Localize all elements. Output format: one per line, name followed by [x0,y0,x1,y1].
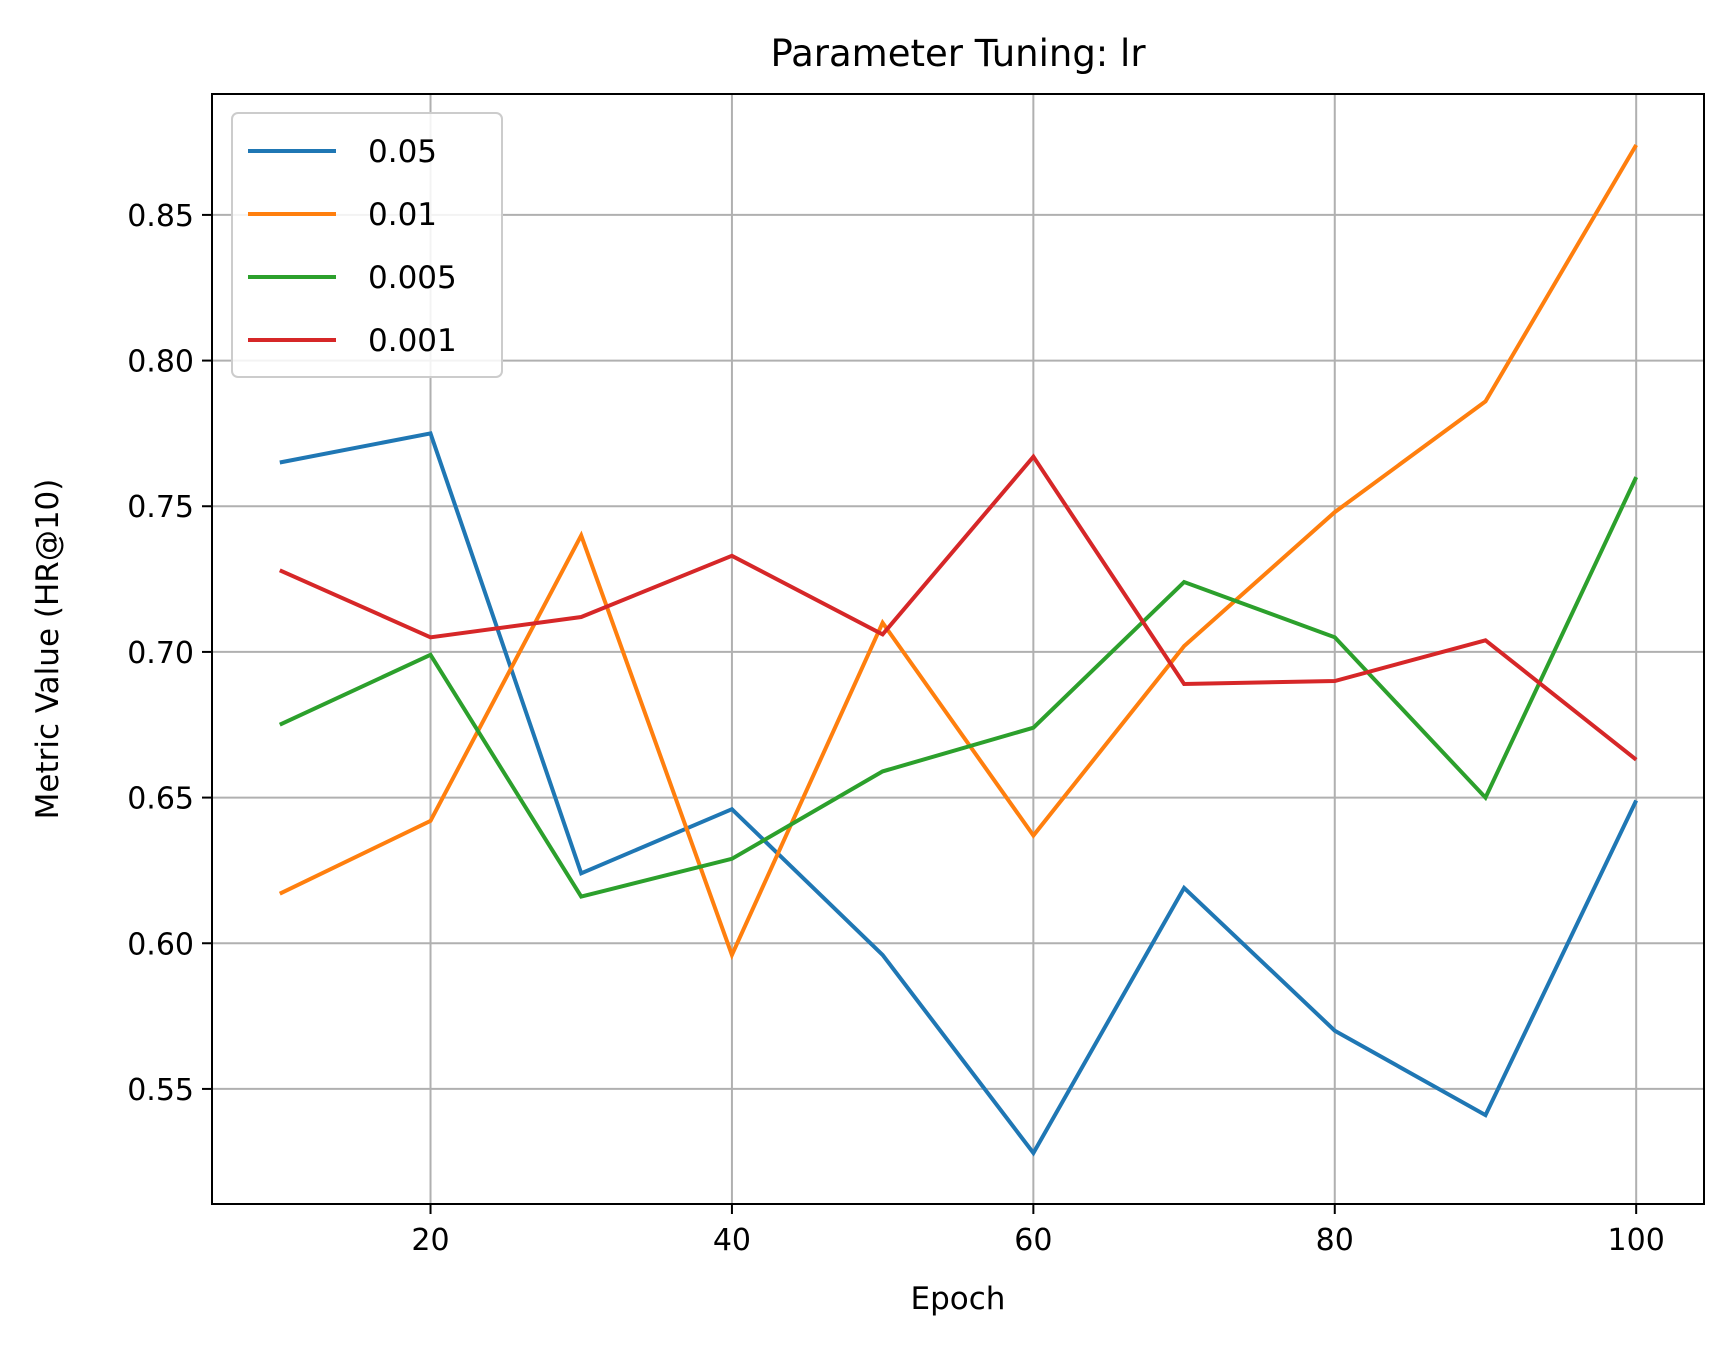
x-tick-label: 20 [411,1223,449,1258]
x-tick-label: 100 [1608,1223,1665,1258]
x-axis-label: Epoch [911,1281,1006,1317]
series-line-0.01 [278,143,1638,961]
axis-ticks: 20 40 60 80 100 0.55 0.60 0.65 0.70 0.75 0.80 0.85 [127,199,1665,1258]
y-tick-label: 0.80 [127,345,194,380]
legend-label: 0.005 [368,260,457,296]
grid-lines [212,94,1704,1204]
series-line-0.001 [278,453,1638,762]
legend-label: 0.01 [368,197,437,233]
y-tick-label: 0.85 [127,199,194,234]
x-tick-label: 80 [1316,1223,1354,1258]
y-axis-label: Metric Value (HR@10) [30,479,66,820]
legend-label: 0.001 [368,323,457,359]
legend-box [231,112,503,378]
legend-label: 0.05 [368,134,437,170]
legend: 0.05 0.01 0.005 0.001 [231,112,503,378]
series-line-0.05 [279,431,1639,1157]
x-tick-label: 40 [713,1223,751,1258]
y-tick-label: 0.65 [127,782,194,817]
y-tick-label: 0.55 [127,1073,194,1108]
chart-title: Parameter Tuning: lr [770,32,1146,75]
plot-frame [211,93,1705,1205]
y-tick-label: 0.75 [127,490,194,525]
x-tick-label: 60 [1014,1223,1052,1258]
y-tick-label: 0.70 [127,636,194,671]
series-lines [278,143,1639,1157]
series-line-0.005 [278,476,1639,899]
y-tick-label: 0.60 [127,927,194,962]
